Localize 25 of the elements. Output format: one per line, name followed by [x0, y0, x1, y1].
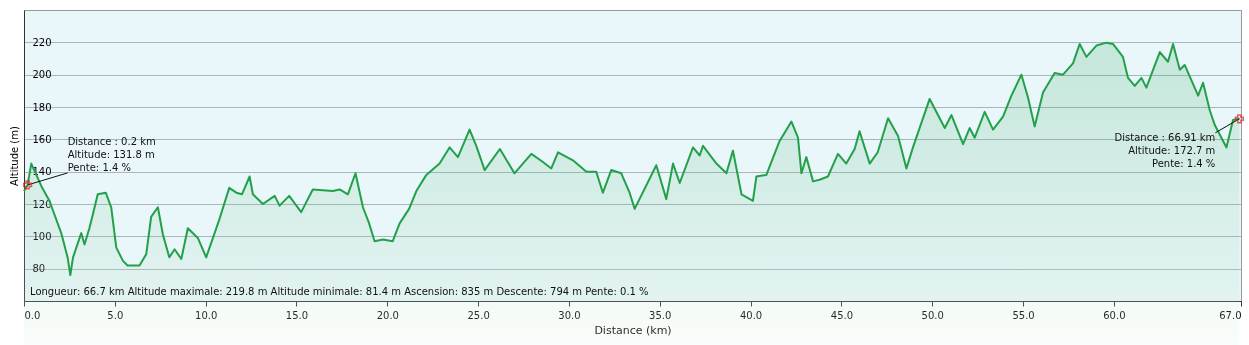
x-tick-label: 25.0: [467, 309, 490, 321]
x-tick-label: 10.0: [195, 309, 218, 321]
x-tick-label: 55.0: [1012, 309, 1035, 321]
x-tick-label: 50.0: [921, 309, 944, 321]
x-tick-label: 35.0: [649, 309, 672, 321]
y-axis-title: Altitude (m): [9, 126, 20, 186]
annotation: Distance : 66.91 km Altitude: 172.7 m Pente: 1.4 %: [1114, 131, 1216, 169]
y-tick-label: 180: [32, 101, 52, 113]
y-tick-label: 160: [32, 133, 52, 145]
x-tick-label: 5.0: [107, 309, 124, 321]
x-tick-label: 30.0: [558, 309, 581, 321]
y-tick-label: 100: [32, 230, 52, 242]
x-tick-label: 40.0: [739, 309, 763, 321]
x-tick-label: 0.0: [24, 309, 41, 321]
x-tick-label: 60.0: [1103, 309, 1126, 321]
annotation: Longueur: 66.7 km Altitude maximale: 219.8 m Altitude minimale: 81.4 m Ascension: 835 m Descente: 794 m Pente: 0.1 %: [30, 286, 649, 297]
x-tick-label: 15.0: [285, 309, 309, 321]
x-tick-label: 67.0: [1219, 309, 1242, 321]
y-tick-label: 200: [32, 69, 52, 81]
x-tick-label: 20.0: [376, 309, 399, 321]
y-tick-label: 80: [32, 263, 46, 275]
y-tick-label: 220: [32, 36, 52, 48]
x-axis-title: Distance (km): [594, 323, 672, 337]
annotation: Distance : 0.2 km Altitude: 131.8 m Pente: 1.4 %: [67, 135, 156, 173]
x-tick-label: 45.0: [830, 309, 854, 321]
